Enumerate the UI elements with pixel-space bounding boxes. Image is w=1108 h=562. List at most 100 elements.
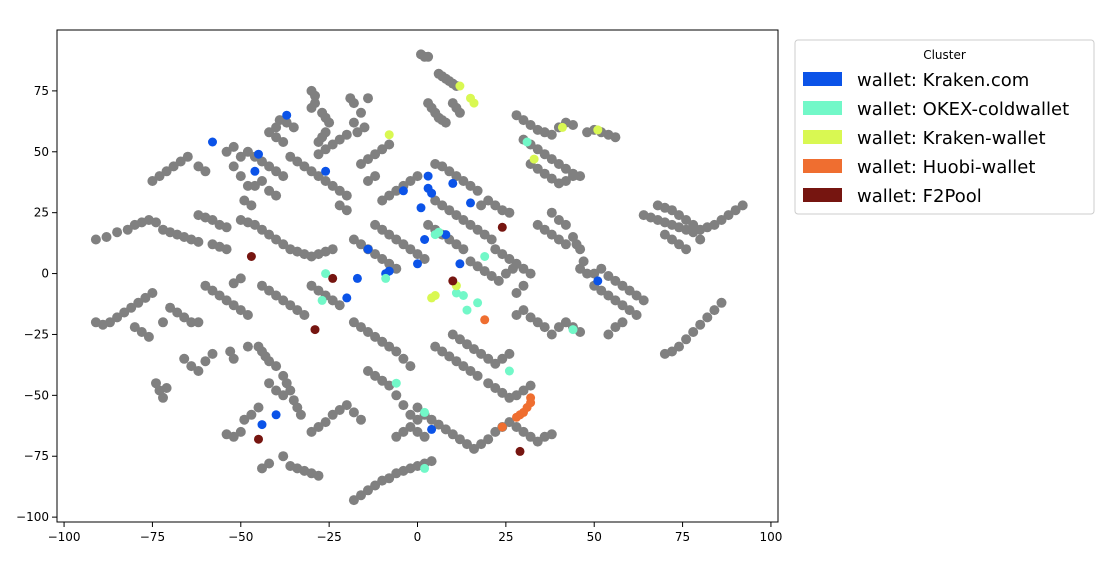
background-point [525,380,536,391]
cluster-point-0 [363,244,373,254]
cluster-point-1 [480,252,490,261]
background-point [285,385,296,396]
background-point [730,205,741,216]
background-point [348,117,359,128]
background-point [186,361,197,372]
background-point [253,402,264,413]
background-point [313,285,324,296]
background-point [334,185,345,196]
background-point [433,419,444,430]
background-point [151,217,161,228]
background-point [659,348,670,359]
background-point [278,171,289,182]
background-point [419,431,430,442]
background-point [560,239,571,250]
background-point [239,195,250,206]
background-point [161,383,172,393]
background-point [483,195,494,206]
background-point [430,195,441,206]
background-point [327,180,338,191]
background-point [454,434,465,445]
background-point [327,244,338,255]
background-point [504,254,515,264]
background-point [341,190,352,201]
cluster-point-3 [497,422,507,432]
background-point [193,161,204,172]
background-point [246,200,257,211]
background-point [327,295,338,306]
cluster-point-4 [515,446,525,456]
background-point [285,300,296,311]
cluster-point-2 [469,98,479,108]
background-point [681,215,692,225]
background-point [476,348,487,359]
background-point [553,234,564,245]
cluster-point-0 [321,166,331,176]
background-point [412,249,423,260]
background-point [490,200,501,211]
background-point [384,258,395,269]
background-point [271,122,282,133]
legend-swatch-0 [803,72,842,86]
background-point [271,234,282,245]
background-point [493,275,504,286]
background-point [483,353,494,364]
cluster-point-0 [282,110,292,120]
cluster-point-0 [455,259,465,269]
background-point [539,149,550,160]
background-point [737,200,748,211]
background-point [532,163,543,174]
background-point [444,166,455,177]
background-point [377,144,388,155]
background-point [447,329,458,340]
background-point [221,222,232,233]
background-point [596,263,607,274]
cluster-point-1 [458,291,468,300]
x-tick-label: 75 [675,530,690,544]
background-point [511,422,522,432]
background-point [624,305,635,316]
background-point [490,244,501,255]
background-point [695,234,706,245]
cluster-point-0 [254,149,263,159]
background-point [451,356,462,367]
background-point [246,409,257,420]
background-point [384,229,395,240]
background-point [553,215,564,225]
background-point [391,390,402,401]
y-tick-label: 25 [34,206,49,220]
background-point [292,305,303,316]
background-point [257,280,267,291]
background-point [313,171,324,182]
background-point [497,353,508,364]
background-point [370,331,381,342]
cluster-point-2 [593,125,603,135]
background-point [235,273,246,284]
background-point [370,149,381,160]
background-point [525,268,536,279]
background-point [348,495,359,506]
legend-swatch-1 [803,101,842,115]
background-point [348,407,359,418]
background-point [525,120,536,130]
background-point [228,141,239,152]
legend-swatch-4 [803,188,842,202]
background-point [257,463,267,474]
cluster-point-0 [413,259,422,269]
background-point [165,302,176,313]
legend: Cluster wallet: Kraken.com wallet: OKEX-c… [794,39,1095,215]
background-point [391,468,402,479]
background-point [292,156,303,167]
background-point [486,271,497,281]
x-tick-label: −50 [228,530,253,544]
background-point [575,171,586,182]
background-point [479,229,490,240]
background-point [709,305,720,316]
background-point [511,288,522,298]
background-point [377,336,388,347]
background-point [476,439,487,450]
background-point [295,409,306,420]
background-point [384,473,395,484]
background-point [589,268,600,279]
background-point [405,244,416,255]
